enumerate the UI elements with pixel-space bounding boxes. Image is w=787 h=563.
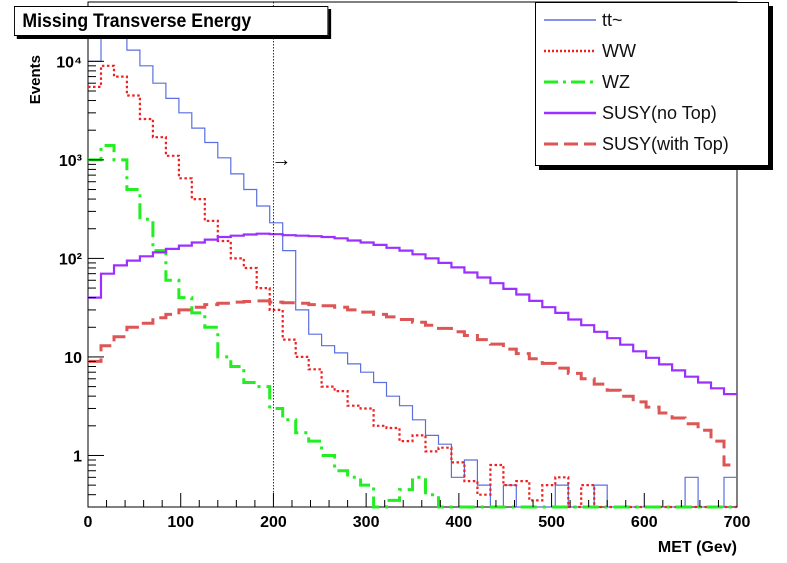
x-tick-label: 400 (446, 514, 473, 531)
x-tick-label: 0 (84, 514, 93, 531)
axis-layer: 0 100 200 300 400 500 600 700 1 10 10² 10³ 10⁴ (56, 1, 751, 531)
legend-swatch-wz (544, 80, 596, 84)
legend-entry-wz: WZ (536, 68, 768, 96)
legend-swatch-tt (544, 19, 596, 21)
legend-label-susy-with-top: SUSY(with Top) (602, 134, 729, 154)
y-axis-label: Events (27, 55, 44, 104)
y-tick-label: 10³ (59, 153, 82, 170)
legend-label-susy-no-top: SUSY(no Top) (602, 103, 717, 123)
x-tick-label: 300 (353, 514, 380, 531)
x-tick-label: 200 (260, 514, 287, 531)
legend-swatch-susy-no-top (544, 111, 596, 115)
legend-swatch-susy-with-top (544, 142, 596, 146)
y-tick-label: 10² (59, 251, 82, 268)
series-susy-no-top (88, 232, 737, 396)
x-tick-label: 700 (724, 514, 751, 531)
legend: tt~ WW WZ SUSY(no Top) SUSY(with Top) (535, 2, 769, 166)
series-tt (88, 31, 737, 508)
series-wz (88, 144, 737, 509)
legend-entry-ww: WW (536, 37, 768, 65)
legend-label-wz: WZ (602, 72, 630, 92)
legend-swatch-ww (544, 49, 596, 53)
legend-label-ww: WW (602, 41, 636, 61)
legend-entry-susy-no-top: SUSY(no Top) (536, 99, 768, 127)
chart-title-box: Missing Transverse Energy (14, 6, 329, 36)
y-tick-label: 10 (64, 350, 82, 367)
chart-title: Missing Transverse Energy (22, 11, 252, 32)
legend-label-tt: tt~ (602, 10, 623, 30)
cut-arrow: → (271, 149, 291, 171)
x-tick-label: 100 (167, 514, 194, 531)
y-tick-label: 1 (73, 448, 82, 465)
x-tick-label: 500 (538, 514, 565, 531)
x-tick-label: 600 (631, 514, 658, 531)
legend-entry-susy-with-top: SUSY(with Top) (536, 130, 768, 158)
legend-entry-tt: tt~ (536, 6, 768, 34)
y-tick-label: 10⁴ (56, 54, 82, 71)
series-susy-with-top (88, 299, 737, 467)
x-axis-label: MET (Gev) (658, 539, 737, 556)
